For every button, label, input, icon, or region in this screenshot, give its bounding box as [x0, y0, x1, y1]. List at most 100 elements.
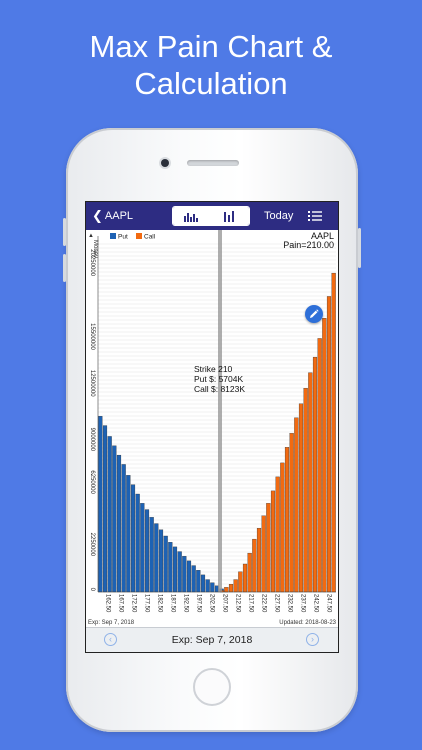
put-bar — [168, 542, 173, 593]
phone-volume-button — [63, 218, 66, 246]
put-bar — [98, 416, 103, 593]
put-bar — [191, 565, 196, 593]
x-tick-label: 242.50 — [313, 594, 319, 613]
y-tick-label: 2250000 — [89, 533, 95, 557]
call-bar — [252, 538, 257, 593]
legend-call-swatch — [136, 233, 142, 239]
x-tick-label: 207.50 — [222, 594, 228, 613]
call-bar — [294, 417, 299, 593]
annotation-strike: Strike 210 — [194, 364, 233, 374]
list-icon[interactable] — [308, 209, 322, 223]
chevron-left-icon: ‹ — [109, 634, 112, 644]
call-bar — [256, 528, 262, 593]
bar-chart-grouped-icon — [183, 213, 198, 222]
edit-button[interactable] — [305, 305, 323, 323]
legend-call-label: Call — [144, 234, 156, 241]
call-bar — [224, 587, 229, 593]
x-tick-label: 227.50 — [274, 594, 280, 613]
bottom-toolbar: ‹ Exp: Sep 7, 2018 › — [86, 627, 338, 652]
x-tick-label: 247.50 — [326, 594, 332, 613]
call-bar — [308, 372, 313, 593]
call-bar — [322, 318, 327, 593]
put-bar — [196, 570, 201, 593]
put-bar — [126, 475, 131, 593]
x-tick-label: 172.50 — [131, 594, 137, 613]
y-tick-label: 0 — [89, 588, 95, 592]
navigation-bar: ❮ AAPL Today — [86, 202, 338, 230]
put-bar — [140, 503, 145, 593]
phone-volume-button — [63, 254, 66, 282]
max-pain-chart: 0 2250000 6250000 9000000 12500000 15500000 20… — [86, 230, 338, 627]
y-axis-label: Money — [92, 240, 98, 258]
put-bar — [205, 579, 210, 593]
legend-put-label: Put — [118, 234, 128, 241]
x-tick-label: 197.50 — [196, 594, 202, 613]
x-tick-label: 192.50 — [183, 594, 189, 613]
call-bar — [303, 388, 308, 593]
put-bar — [112, 445, 117, 593]
app-screen: ❮ AAPL Today — [86, 202, 338, 652]
x-tick-label: 222.50 — [261, 594, 267, 613]
put-bar — [135, 493, 140, 593]
call-bar — [289, 433, 294, 593]
chart-svg: 0 2250000 6250000 9000000 12500000 15500000 20… — [88, 230, 337, 626]
x-tick-label: 162.50 — [105, 594, 111, 613]
x-tick-label: 217.50 — [248, 594, 254, 613]
call-bar — [280, 462, 285, 593]
put-bar — [116, 454, 122, 593]
x-tick-label: 232.50 — [287, 594, 293, 613]
today-button[interactable]: Today — [264, 210, 294, 222]
max-pain-strike-line — [218, 230, 222, 592]
chevron-right-icon: › — [311, 634, 314, 644]
call-bar — [261, 515, 266, 593]
put-bar — [172, 546, 178, 593]
x-tick-label: 182.50 — [157, 594, 163, 613]
put-bar — [130, 484, 136, 593]
call-bar — [242, 563, 248, 593]
annotation-put: Put $: 5704K — [194, 374, 243, 384]
x-tick-label: 177.50 — [144, 594, 150, 613]
call-bar — [317, 338, 322, 593]
segment-bars[interactable] — [210, 207, 249, 225]
call-bar — [238, 571, 243, 593]
promo-title-line1: Max Pain Chart & — [89, 29, 333, 64]
y-tick-label: 20250000 — [89, 249, 95, 276]
segment-grouped-bars[interactable] — [173, 207, 211, 225]
x-tick-label: 212.50 — [235, 594, 241, 613]
y-tick-label: 15500000 — [89, 323, 95, 350]
put-bar — [102, 425, 108, 593]
promo-title: Max Pain Chart & Calculation — [0, 28, 422, 102]
next-expiration-button[interactable]: › — [306, 633, 319, 646]
earpiece-speaker — [187, 160, 239, 166]
call-bar — [247, 552, 252, 593]
call-bar — [298, 403, 304, 593]
chevron-left-icon: ❮ — [92, 208, 103, 223]
call-bar — [228, 584, 234, 593]
put-bar — [158, 529, 164, 593]
expiration-label[interactable]: Exp: Sep 7, 2018 — [171, 634, 253, 646]
y-axis-arrow: ▲ — [88, 233, 94, 239]
chart-ticker: AAPL — [311, 231, 334, 241]
front-camera — [161, 159, 169, 167]
call-bar — [331, 272, 336, 593]
back-button[interactable]: ❮ AAPL — [92, 208, 133, 224]
x-tick-label: 167.50 — [118, 594, 124, 613]
call-bar — [284, 447, 290, 593]
home-button[interactable] — [193, 668, 231, 706]
max-pain-value: Pain=210.00 — [283, 240, 334, 250]
back-button-label: AAPL — [104, 210, 134, 222]
legend-put-swatch — [110, 233, 116, 239]
call-bar — [275, 476, 280, 593]
chart-footer-updated: Updated: 2018-08-23 — [279, 620, 336, 626]
chart-footer-expiration: Exp: Sep 7, 2018 — [88, 620, 135, 626]
put-bar — [149, 517, 154, 593]
put-bar — [177, 551, 182, 593]
put-bar — [182, 556, 187, 593]
put-bar — [210, 582, 215, 593]
put-bar — [154, 523, 159, 593]
chart-type-segmented-control — [172, 206, 250, 226]
previous-expiration-button[interactable]: ‹ — [104, 633, 117, 646]
x-tick-label: 187.50 — [170, 594, 176, 613]
annotation-call: Call $: 8123K — [194, 384, 245, 394]
call-bar — [233, 579, 238, 593]
